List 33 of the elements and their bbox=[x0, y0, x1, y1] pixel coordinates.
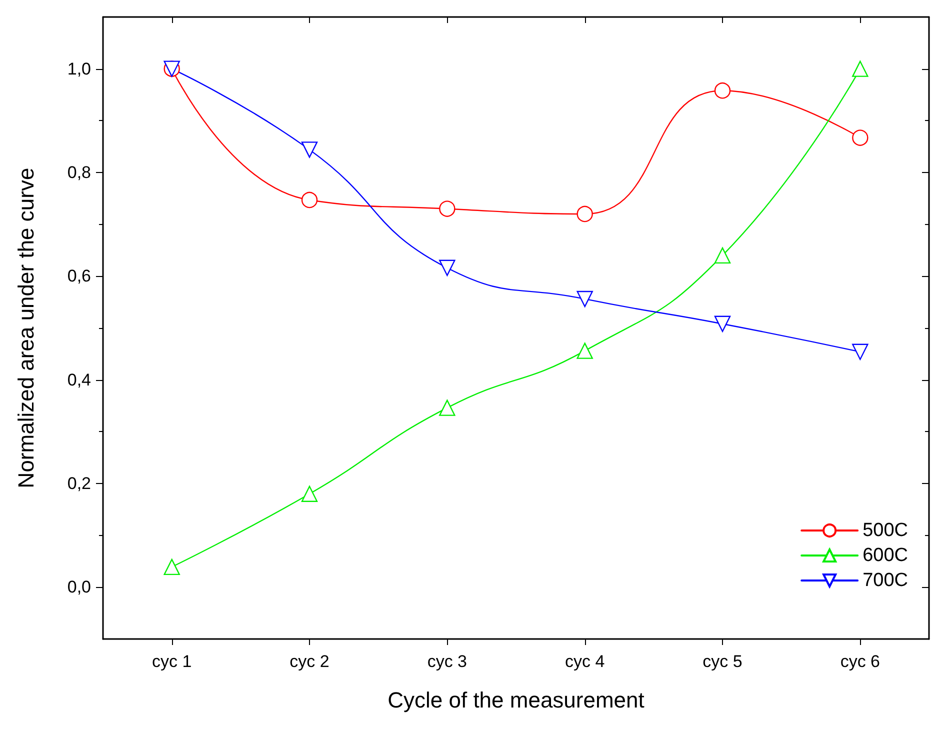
point bbox=[301, 192, 318, 208]
point bbox=[714, 82, 731, 99]
point bbox=[301, 142, 318, 158]
legend-label: 700C bbox=[862, 570, 908, 591]
point bbox=[576, 290, 593, 308]
point bbox=[714, 247, 731, 264]
x-tick-label: cyc 4 bbox=[564, 652, 605, 671]
x-tick-label: cyc 6 bbox=[840, 652, 880, 671]
point bbox=[439, 200, 456, 217]
point bbox=[301, 486, 318, 502]
x-tick-label: cyc 3 bbox=[427, 652, 468, 671]
y-tick-label: 0,6 bbox=[67, 266, 91, 286]
x-axis-title: Cycle of the measurement bbox=[388, 688, 644, 712]
legend-label: 500C bbox=[862, 520, 908, 541]
y-tick-label: 0,4 bbox=[67, 370, 91, 390]
point bbox=[852, 60, 868, 77]
point bbox=[852, 344, 868, 360]
y-tick-label: 0,8 bbox=[67, 163, 91, 182]
y-tick-label: 0,2 bbox=[67, 474, 91, 493]
x-tick-label: cyc 2 bbox=[290, 652, 330, 671]
point bbox=[576, 342, 593, 359]
y-tick-label: 1,0 bbox=[67, 59, 91, 78]
legend-label: 600C bbox=[862, 545, 908, 566]
point bbox=[714, 316, 731, 332]
point bbox=[852, 130, 868, 146]
y-axis-title: Normalized area under the curve bbox=[14, 168, 38, 488]
x-tick-label: cyc 5 bbox=[702, 652, 742, 671]
point bbox=[439, 260, 456, 276]
point bbox=[576, 206, 593, 222]
y-tick-label: 0,0 bbox=[67, 578, 91, 597]
point bbox=[164, 558, 180, 576]
point bbox=[439, 400, 456, 416]
x-tick-label: cyc 1 bbox=[152, 652, 192, 671]
